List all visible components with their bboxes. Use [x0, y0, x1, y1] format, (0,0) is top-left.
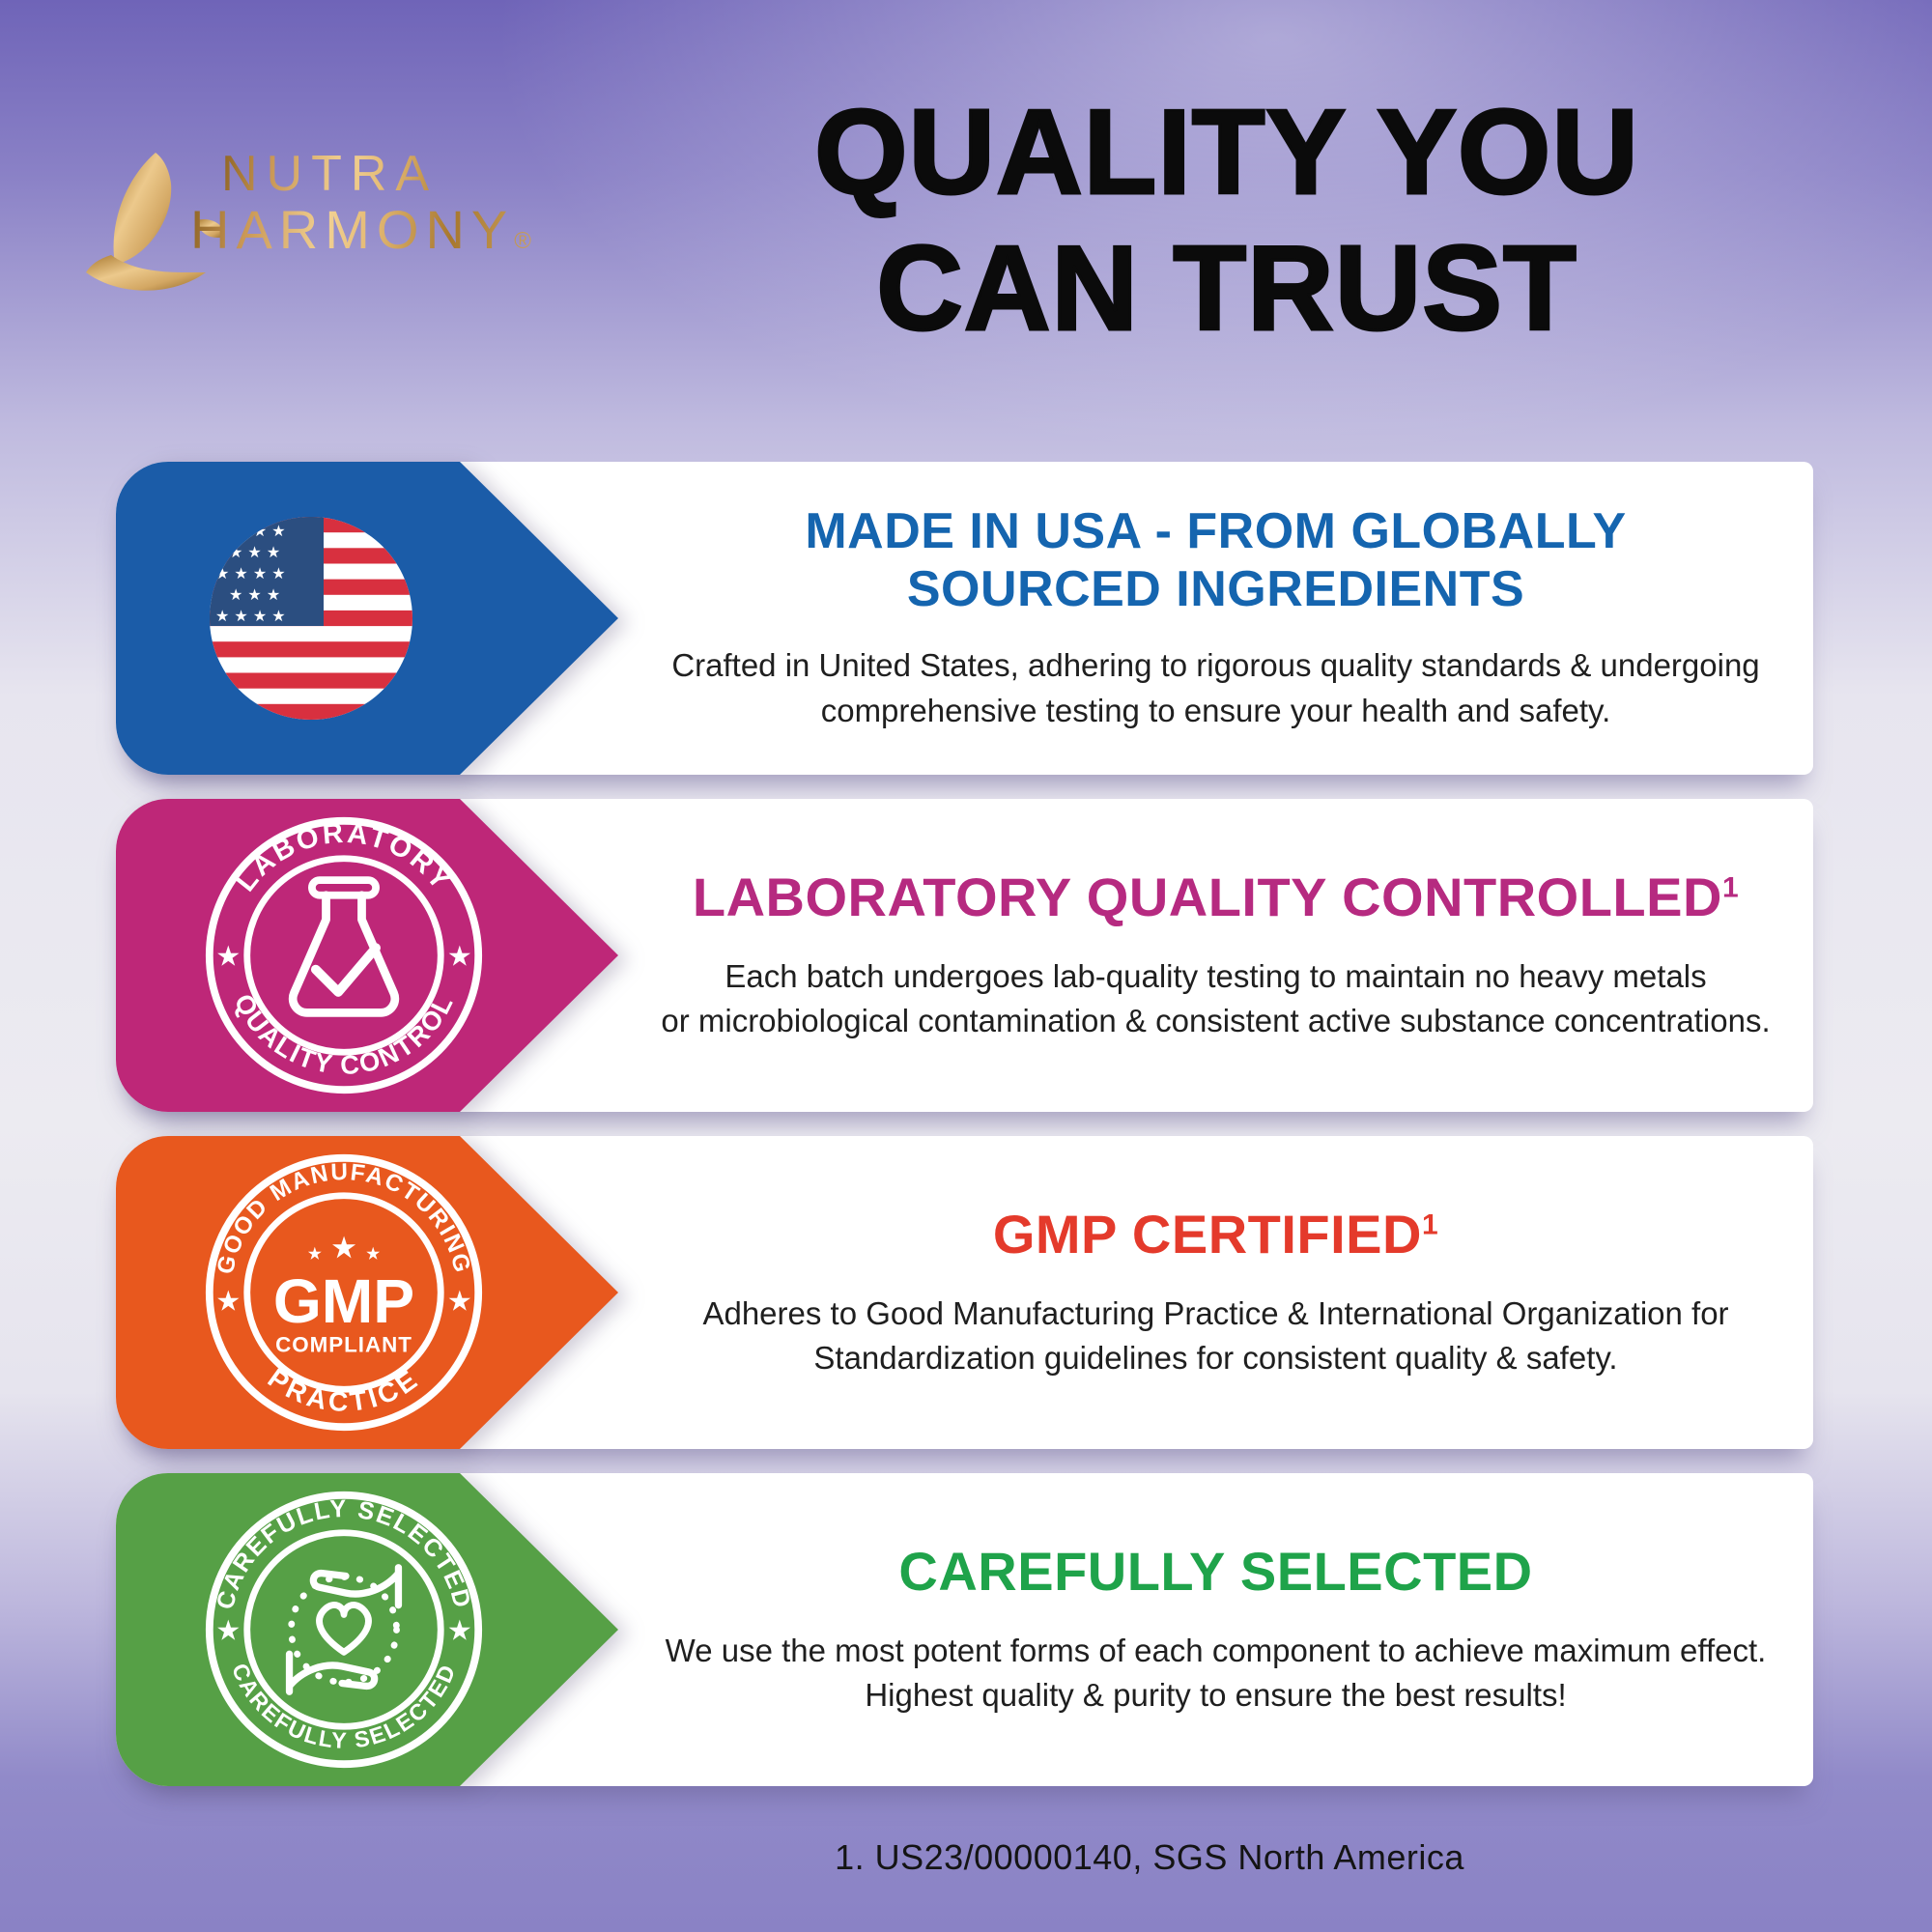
svg-text:★ ★ ★: ★ ★ ★: [229, 543, 280, 561]
brand-name: NUTRA HARMONY®: [190, 149, 531, 261]
svg-text:★ ★ ★ ★: ★ ★ ★ ★: [215, 522, 286, 540]
banner-heading: CAREFULLY SELECTED: [898, 1540, 1533, 1602]
banner-body: Crafted in United States, adhering to ri…: [671, 647, 1760, 729]
badge-star-right: ★: [448, 1289, 470, 1316]
banner-body: We use the most potent forms of each com…: [665, 1632, 1767, 1714]
banner-body: Adheres to Good Manufacturing Practice &…: [702, 1294, 1729, 1377]
banner-laboratory: LABORATORY QUALITY CONTROL ★ ★ LABORATOR…: [116, 799, 1813, 1112]
page-title-line2: CAN TRUST: [875, 221, 1577, 357]
banner-carefully-selected: CAREFULLY SELECTED CAREFULLY SELECTED ★ …: [116, 1473, 1813, 1786]
banner-heading: MADE IN USA - FROM GLOBALLY SOURCED INGR…: [805, 502, 1627, 618]
banner-carefully-selected-content: CAREFULLY SELECTED We use the most poten…: [638, 1473, 1794, 1786]
banner-gmp-arrow: [116, 1136, 618, 1449]
carefully-selected-badge: CAREFULLY SELECTED CAREFULLY SELECTED ★ …: [205, 1491, 483, 1769]
badge-star-left: ★: [217, 1618, 240, 1645]
banner-laboratory-content: LABORATORY QUALITY CONTROLLED1 Each batc…: [638, 799, 1794, 1112]
svg-text:★ ★ ★: ★ ★ ★: [229, 585, 280, 604]
heading-footnote-marker: 1: [1721, 871, 1740, 903]
svg-text:★: ★: [332, 1233, 355, 1263]
footnote-reference: 1. US23/00000140, SGS North America: [835, 1837, 1464, 1877]
banner-body: Each batch undergoes lab-quality testing…: [661, 957, 1771, 1039]
banner-gmp: GOOD MANUFACTURING PRACTICE ★ ★ ★ ★ ★ GM…: [116, 1136, 1813, 1449]
svg-text:★: ★: [308, 1246, 323, 1263]
banner-heading: LABORATORY QUALITY CONTROLLED1: [692, 866, 1740, 927]
flag-stars: ★ ★ ★ ★ ★ ★ ★ ★ ★ ★ ★ ★ ★ ★ ★ ★ ★ ★: [215, 522, 286, 625]
flask-check-icon: [288, 876, 400, 1017]
brand-name-line1: NUTRA: [221, 149, 531, 199]
badge-star-right: ★: [448, 1618, 470, 1645]
brand-name-line2: HARMONY®: [190, 199, 531, 260]
brand-logo: NUTRA HARMONY®: [82, 143, 623, 317]
badge-star-left: ★: [217, 944, 240, 971]
gmp-compliant-badge: GOOD MANUFACTURING PRACTICE ★ ★ ★ ★ ★ GM…: [205, 1153, 483, 1432]
hands-heart-icon: [285, 1564, 403, 1695]
arrow-shape: [116, 1136, 618, 1449]
leaf-logo-icon: [86, 153, 223, 291]
banner-made-in-usa-content: MADE IN USA - FROM GLOBALLY SOURCED INGR…: [638, 462, 1794, 775]
banner-made-in-usa: ★ ★ ★ ★ ★ ★ ★ ★ ★ ★ ★ ★ ★ ★ ★ ★ ★ ★ MADE…: [116, 462, 1813, 775]
laboratory-quality-badge: LABORATORY QUALITY CONTROL ★ ★: [205, 816, 483, 1094]
badge-star-right: ★: [448, 944, 470, 971]
usa-flag-icon: ★ ★ ★ ★ ★ ★ ★ ★ ★ ★ ★ ★ ★ ★ ★ ★ ★ ★: [210, 517, 412, 720]
svg-text:PRACTICE: PRACTICE: [263, 1362, 426, 1417]
registered-trademark-icon: ®: [514, 228, 531, 254]
badge-star-left: ★: [217, 1289, 240, 1316]
gmp-stars-icon: ★ ★ ★: [308, 1233, 381, 1263]
banner-heading: GMP CERTIFIED1: [992, 1203, 1439, 1264]
page-title-line1: QUALITY YOU: [813, 84, 1640, 220]
svg-text:★: ★: [366, 1246, 381, 1263]
page-title: QUALITY YOU CAN TRUST: [676, 84, 1777, 358]
svg-text:★ ★ ★ ★: ★ ★ ★ ★: [215, 607, 286, 625]
heading-footnote-marker: 1: [1421, 1208, 1439, 1240]
badge-center-gmp: GMP: [273, 1266, 414, 1336]
badge-center-compliant: COMPLIANT: [275, 1332, 412, 1356]
svg-text:★ ★ ★ ★: ★ ★ ★ ★: [215, 564, 286, 582]
banner-gmp-content: GMP CERTIFIED1 Adheres to Good Manufactu…: [638, 1136, 1794, 1449]
